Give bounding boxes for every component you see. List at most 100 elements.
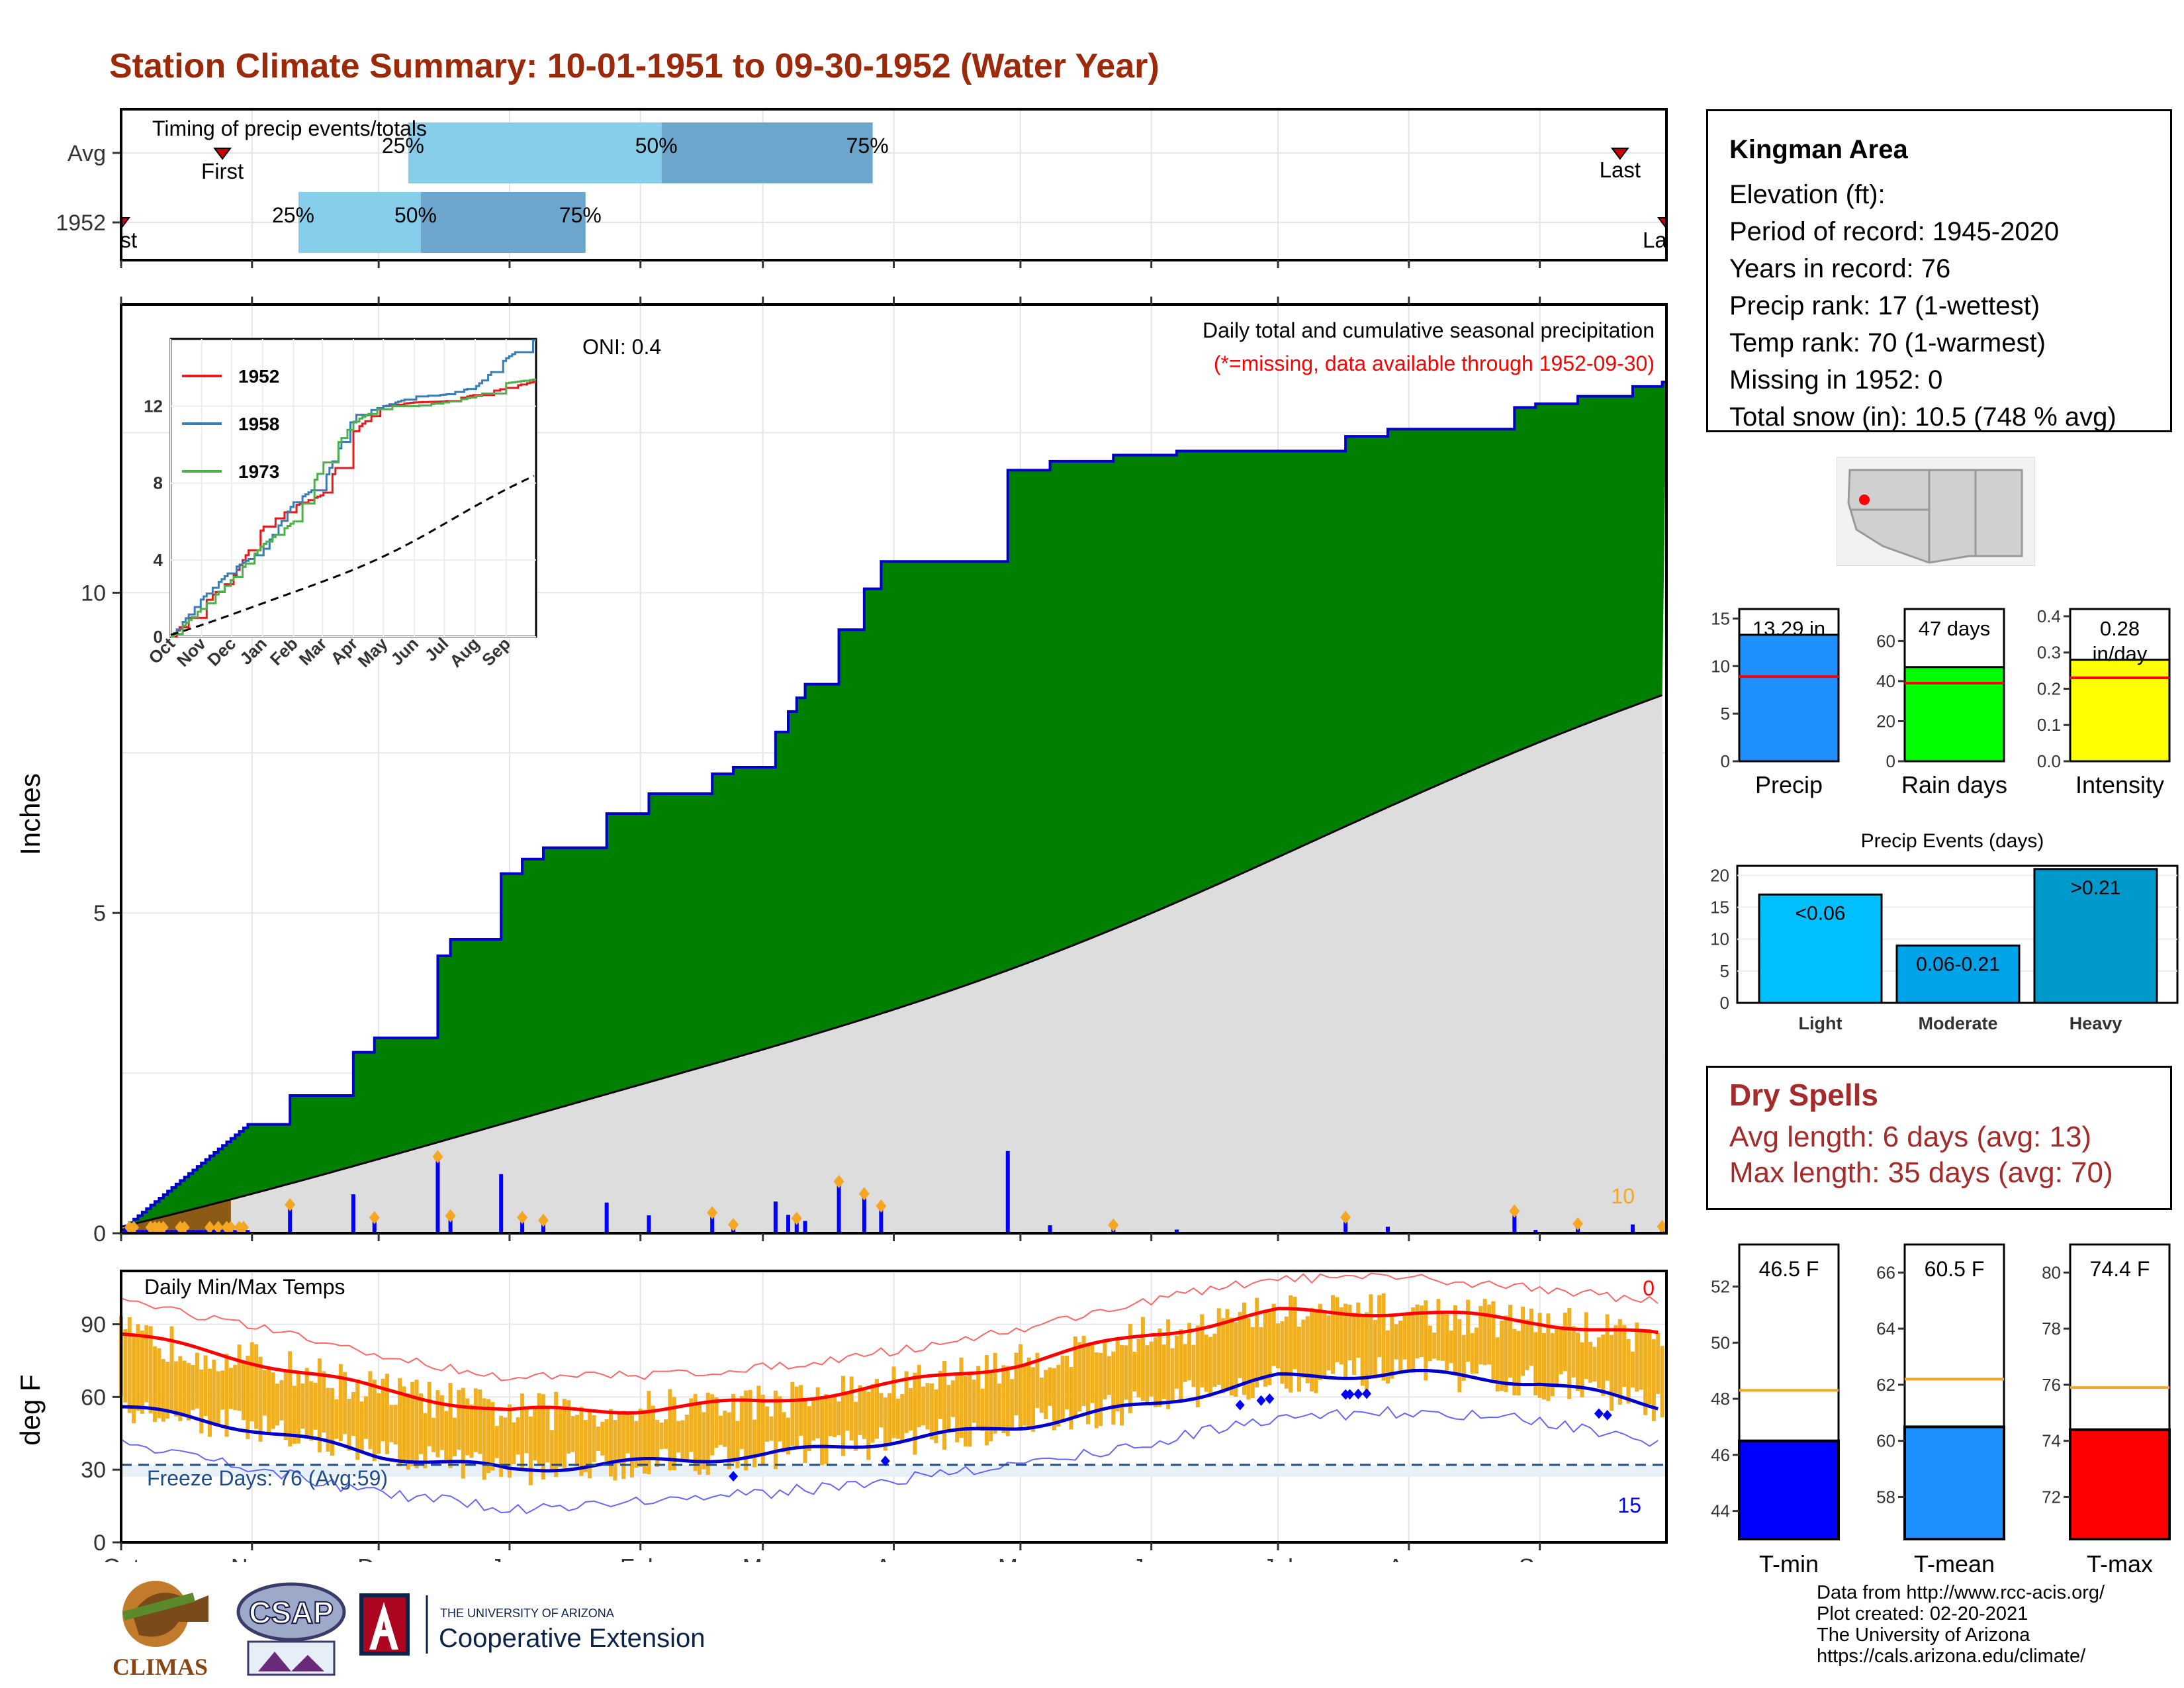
daily-precip-bar <box>173 1230 178 1233</box>
daily-temp-bar <box>372 1380 377 1462</box>
logos: CLIMAS CSAP THE UNIVERSITY OF ARIZONA Co… <box>113 1581 705 1680</box>
inset-y-tick-label: 0 <box>154 627 163 647</box>
normal-precip-line <box>120 694 1663 1228</box>
daily-precip-bar <box>144 1230 149 1233</box>
page-title: Station Climate Summary: 10-01-1951 to 0… <box>109 47 1160 85</box>
daily-temp-bar <box>609 1409 614 1477</box>
daily-temp-bar <box>1432 1333 1437 1359</box>
daily-temp-bar <box>533 1407 537 1461</box>
month-label: Aug <box>1388 1554 1430 1562</box>
station-name: Kingman Area <box>1729 135 1908 164</box>
daily-temp-bar <box>1639 1331 1643 1390</box>
daily-temp-bar <box>710 1394 715 1456</box>
daily-temp-bar <box>275 1383 280 1426</box>
daily-temp-bar <box>1301 1319 1306 1378</box>
daily-temp-bar <box>1406 1315 1411 1372</box>
record-low-marker-icon <box>880 1455 890 1466</box>
timing-bar-early <box>298 192 421 253</box>
daily-temp-bar <box>786 1417 791 1455</box>
daily-temp-bar <box>444 1411 449 1460</box>
summary-value-label: 13.29 in <box>1752 617 1825 640</box>
daily-temp-bar <box>1310 1307 1314 1391</box>
temp-summary-tick-label: 62 <box>1876 1375 1895 1395</box>
daily-temp-bar <box>478 1389 482 1454</box>
summary-tick-label: 0.3 <box>2037 643 2061 663</box>
daily-temp-bar <box>634 1421 639 1468</box>
daily-temp-bar <box>1297 1327 1301 1392</box>
daily-temp-bar <box>744 1390 749 1471</box>
daily-temp-bar <box>317 1358 322 1453</box>
daily-precip-bar <box>541 1223 545 1233</box>
daily-temp-bar <box>432 1417 436 1452</box>
daily-temp-bar <box>815 1387 820 1438</box>
daily-temp-bar <box>1035 1352 1040 1408</box>
daily-temp-bar <box>1216 1308 1221 1385</box>
daily-temp-bar <box>934 1389 938 1444</box>
event-category-label: Heavy <box>2070 1013 2122 1033</box>
daily-temp-bar <box>330 1387 334 1456</box>
daily-temp-bar <box>803 1398 807 1464</box>
daily-temp-bar <box>1124 1345 1128 1400</box>
temp-summary-bar <box>1903 1425 2005 1540</box>
daily-temp-bar <box>600 1421 605 1456</box>
events-tick-label: 0 <box>1720 993 1729 1013</box>
precip-y-tick-label: 0 <box>93 1221 106 1246</box>
record-low-marker-icon <box>1345 1389 1355 1400</box>
daily-temp-bar <box>1445 1314 1449 1371</box>
daily-temp-bar <box>1132 1352 1137 1392</box>
daily-temp-bar <box>1546 1313 1551 1401</box>
daily-temp-bar <box>684 1415 689 1461</box>
temp-summary-tick-label: 44 <box>1711 1501 1730 1521</box>
normal-precip-area <box>121 695 1666 1233</box>
daily-precip-bar <box>191 1230 195 1233</box>
daily-temp-bar <box>178 1356 183 1421</box>
daily-temp-bar <box>144 1325 149 1403</box>
daily-temp-bar <box>1183 1344 1187 1382</box>
temp-summary-tick-label: 76 <box>2042 1375 2061 1395</box>
timing-p75-label: 75% <box>846 134 889 158</box>
daily-temp-bar <box>520 1393 525 1468</box>
inset-month-label: Oct <box>144 633 179 668</box>
daily-temp-bar <box>1440 1311 1445 1361</box>
daily-temp-bar <box>242 1360 246 1421</box>
daily-temp-bar <box>1466 1299 1471 1362</box>
daily-temp-bar <box>220 1370 225 1410</box>
daily-temp-bar <box>1014 1352 1019 1416</box>
inset-month-label: May <box>354 633 392 671</box>
freeze-days-label: Freeze Days: 76 (Avg:59) <box>147 1466 388 1490</box>
daily-temp-bar <box>427 1382 432 1446</box>
month-label: Jul <box>1263 1554 1293 1562</box>
daily-temp-bar <box>279 1380 284 1421</box>
daily-temp-bar <box>946 1385 951 1432</box>
station-snow: Total snow (in): 10.5 (748 % avg) <box>1729 402 2116 432</box>
daily-temp-bar <box>921 1386 926 1426</box>
daily-temp-bar <box>1461 1335 1466 1381</box>
station-years: Years in record: 76 <box>1729 254 1951 283</box>
daily-temp-bar <box>579 1407 584 1476</box>
daily-temp-bar <box>917 1364 921 1427</box>
daily-temp-bar <box>304 1368 309 1440</box>
daily-temp-bar <box>1580 1342 1584 1397</box>
daily-temp-bar <box>1204 1335 1208 1392</box>
daily-temp-bar <box>1229 1317 1234 1396</box>
daily-temp-bar <box>972 1380 976 1423</box>
daily-temp-bar <box>866 1391 871 1460</box>
daily-temp-bar <box>1136 1339 1141 1397</box>
daily-temp-bar <box>1052 1368 1056 1430</box>
daily-temp-bar <box>283 1371 288 1440</box>
daily-temp-bar <box>1419 1305 1424 1358</box>
daily-temp-bar <box>854 1401 858 1451</box>
daily-temp-bar <box>828 1395 833 1436</box>
daily-temp-bar <box>1314 1312 1318 1393</box>
oni-label: ONI: 0.4 <box>582 335 661 359</box>
precip-y-axis-label: Inches <box>15 773 46 855</box>
daily-temp-bar <box>1550 1333 1555 1397</box>
temp-summary-value: 60.5 F <box>1925 1257 1985 1281</box>
daily-temp-bar <box>668 1389 672 1471</box>
daily-temp-bar <box>870 1383 875 1443</box>
inset-month-label: Aug <box>445 633 483 671</box>
daily-precip-bar <box>786 1215 791 1233</box>
daily-temp-bar <box>1651 1339 1656 1421</box>
daily-temp-bar <box>621 1411 626 1479</box>
